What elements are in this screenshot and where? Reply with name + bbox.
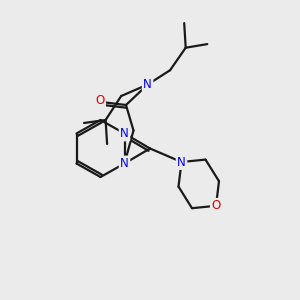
Text: N: N	[177, 155, 186, 169]
Text: O: O	[95, 94, 104, 107]
Text: N: N	[120, 157, 129, 170]
Text: N: N	[143, 78, 152, 91]
Text: N: N	[120, 127, 129, 140]
Text: O: O	[212, 199, 220, 212]
